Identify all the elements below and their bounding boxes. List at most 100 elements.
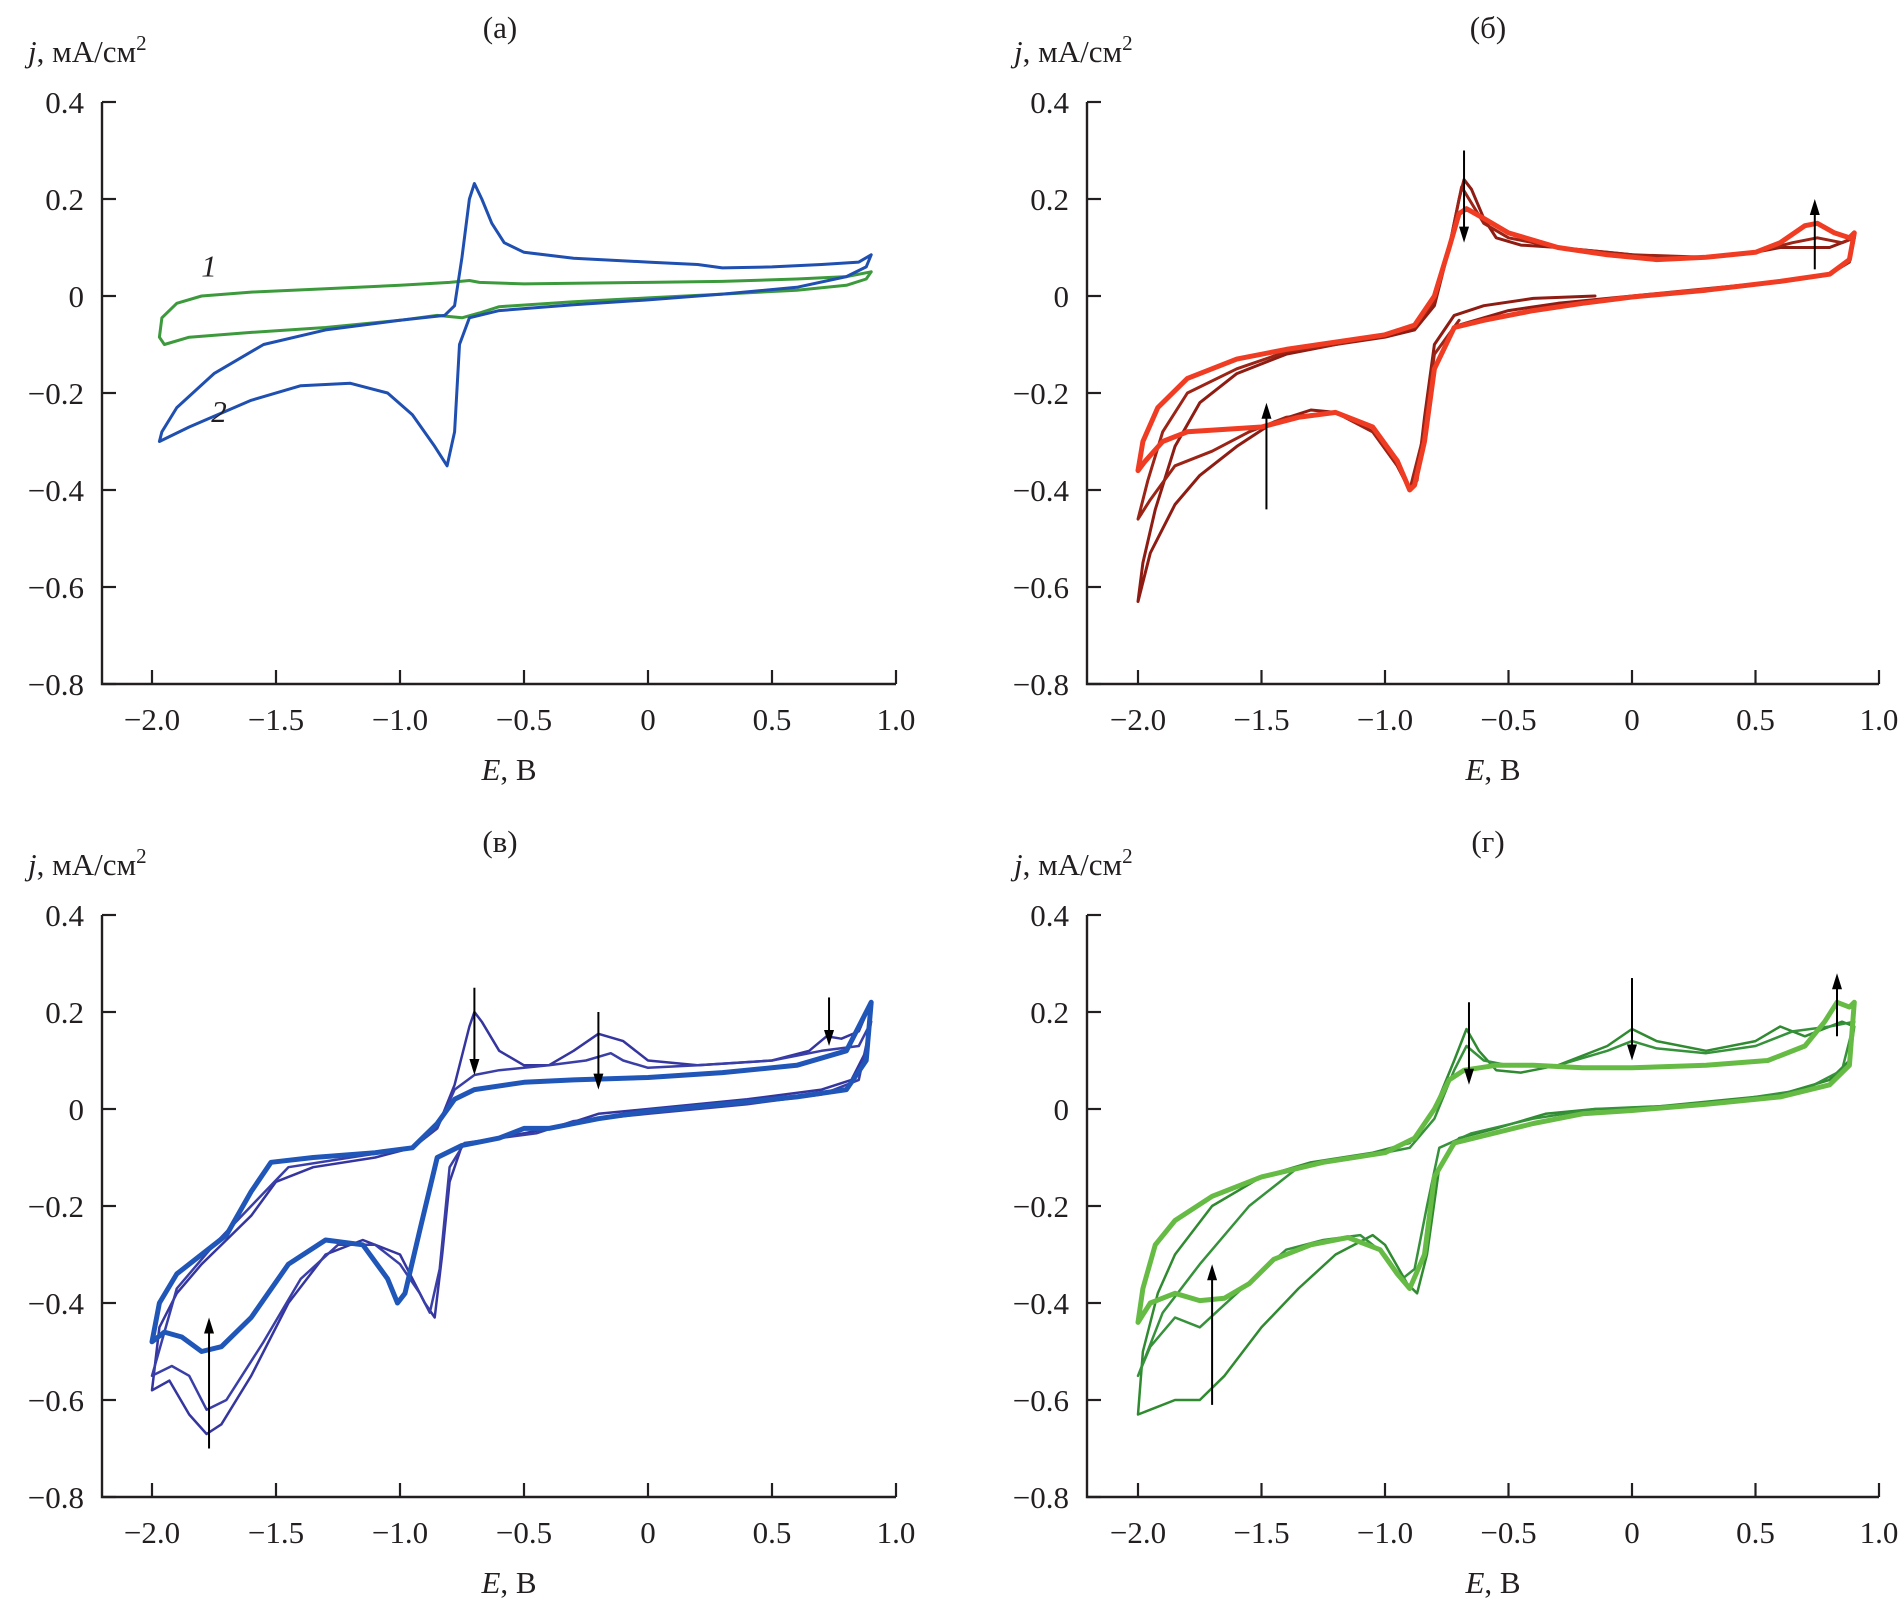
y-tick-label: 0.2 (1030, 182, 1069, 217)
y-axis-unit: , мА/см (1023, 34, 1123, 69)
y-axis-symbol: j (1010, 34, 1023, 69)
x-tick-label: 0 (1624, 702, 1640, 737)
y-axis-label: j, мА/см2 (1010, 31, 1133, 69)
x-tick-label: −2.0 (124, 702, 180, 737)
x-axis-label: E, В (1464, 1565, 1520, 1600)
x-tick-label: −0.5 (1480, 1515, 1536, 1550)
trend-arrow-head (1463, 1068, 1474, 1085)
x-tick-label: 1.0 (1860, 1515, 1899, 1550)
axes-frame (100, 915, 896, 1499)
x-axis-label: E, В (480, 752, 536, 787)
y-axis-unit: , мА/см (37, 34, 137, 69)
y-axis-label: j, мА/см2 (1010, 844, 1133, 882)
trend-arrow-head (593, 1073, 604, 1090)
panel-g: (г) j, мА/см2 0.4 0.2 0 −0.2 −0.4 −0.6 −0.8 −2.0 −… (1010, 824, 1898, 1600)
trend-arrow-head (1627, 1044, 1637, 1061)
cv-curve-cycle-1 (1136, 1020, 1856, 1416)
y-axis-unit-superscript: 2 (136, 844, 147, 868)
x-tick-label: 0 (1624, 1515, 1640, 1550)
x-tick-label: −1.0 (1357, 1515, 1413, 1550)
curve-label: 1 (201, 249, 217, 284)
x-tick-label: 0.5 (753, 1515, 792, 1550)
x-tick-label: 1.0 (877, 1515, 916, 1550)
x-tick-label: 0 (640, 1515, 656, 1550)
x-tick-label: −1.5 (1233, 1515, 1289, 1550)
y-tick-label: −0.4 (1013, 1286, 1070, 1321)
x-axis-symbol: E (1464, 1565, 1484, 1600)
y-tick-label: 0.4 (45, 85, 84, 120)
y-axis-symbol: j (1010, 847, 1023, 882)
x-axis-label: E, В (1464, 752, 1520, 787)
y-axis-unit-superscript: 2 (1122, 31, 1133, 55)
trend-arrow-head (1261, 402, 1272, 419)
trend-arrow-head (1809, 199, 1820, 215)
cv-curve-cycle-2 (1136, 1020, 1856, 1378)
trend-arrow-head (1832, 973, 1843, 990)
y-tick-label: −0.6 (1013, 570, 1069, 605)
x-tick-label: −0.5 (496, 702, 552, 737)
y-tick-label: −0.2 (1013, 1189, 1069, 1224)
trend-arrow-head (824, 1029, 835, 1046)
x-axis-symbol: E (480, 752, 500, 787)
y-tick-label: 0.2 (45, 995, 84, 1030)
cv-curve-cycle-last (1135, 206, 1857, 493)
curve-label: 2 (211, 394, 227, 429)
x-tick-label: 0.5 (753, 702, 792, 737)
y-tick-label: −0.2 (28, 1189, 84, 1224)
panel-title: (г) (1471, 824, 1504, 859)
x-tick-label: 0.5 (1736, 1515, 1775, 1550)
panel-title: (a) (483, 10, 517, 45)
y-tick-label: 0.2 (45, 182, 84, 217)
y-axis-unit-superscript: 2 (136, 31, 147, 55)
x-tick-label: 0 (640, 702, 656, 737)
x-tick-label: −1.0 (372, 702, 428, 737)
x-tick-label: −1.0 (372, 1515, 428, 1550)
x-axis-unit: , В (1484, 1565, 1520, 1600)
cv-curve-cycle-2 (150, 1020, 873, 1411)
y-axis-label: j, мА/см2 (24, 31, 147, 69)
y-axis-unit: , мА/см (1023, 847, 1123, 882)
y-tick-label: −0.4 (1013, 473, 1070, 508)
y-tick-label: 0.2 (1030, 995, 1069, 1030)
x-axis-symbol: E (480, 1565, 500, 1600)
panel-v: (в) j, мА/см2 0.4 0.2 0 −0.2 −0.4 −0.6 −0.8 −2.0 −… (24, 824, 915, 1600)
y-tick-label: 0.4 (1030, 898, 1069, 933)
x-tick-label: −1.5 (1233, 702, 1289, 737)
x-tick-label: −2.0 (1110, 702, 1166, 737)
trend-arrow-head (1459, 226, 1470, 243)
y-tick-label: −0.8 (1013, 667, 1069, 702)
cv-curve-cycle-1 (1136, 178, 1856, 603)
cv-curve-1 (157, 270, 873, 346)
y-tick-label: 0 (1054, 1092, 1070, 1127)
x-tick-label: −0.5 (1480, 702, 1536, 737)
y-axis-unit: , мА/см (37, 847, 137, 882)
x-axis-unit: , В (500, 752, 536, 787)
x-tick-label: −1.0 (1357, 702, 1413, 737)
axes-frame (1085, 102, 1879, 686)
cv-curve-cycle-last (149, 999, 874, 1354)
cv-curve-cycle-last (1135, 999, 1857, 1325)
axes-frame (100, 102, 896, 686)
y-tick-label: −0.4 (28, 1286, 85, 1321)
x-tick-label: −2.0 (124, 1515, 180, 1550)
y-tick-label: 0 (69, 1092, 85, 1127)
x-axis-unit: , В (1484, 752, 1520, 787)
x-axis-label: E, В (480, 1565, 536, 1600)
x-axis-unit: , В (500, 1565, 536, 1600)
y-tick-label: 0.4 (45, 898, 84, 933)
x-tick-label: −1.5 (248, 1515, 304, 1550)
y-tick-label: 0 (1054, 279, 1070, 314)
x-tick-label: −0.5 (496, 1515, 552, 1550)
y-tick-label: −0.8 (28, 1480, 84, 1515)
y-tick-label: 0 (69, 279, 85, 314)
x-tick-label: −1.5 (248, 702, 304, 737)
y-tick-label: 0.4 (1030, 85, 1069, 120)
panel-a: (a)j, мА/см20.40.20−0.2−0.4−0.6−0.8−2.0−… (24, 10, 915, 787)
cv-curve-2 (157, 182, 873, 468)
y-tick-label: −0.2 (1013, 376, 1069, 411)
y-tick-label: −0.6 (28, 570, 84, 605)
y-axis-symbol: j (24, 847, 37, 882)
panel-b: (б) j, мА/см2 0.4 0.2 0 −0.2 −0.4 −0.6 −0.8 −2.0 −… (1010, 10, 1898, 787)
y-tick-label: −0.8 (28, 667, 84, 702)
